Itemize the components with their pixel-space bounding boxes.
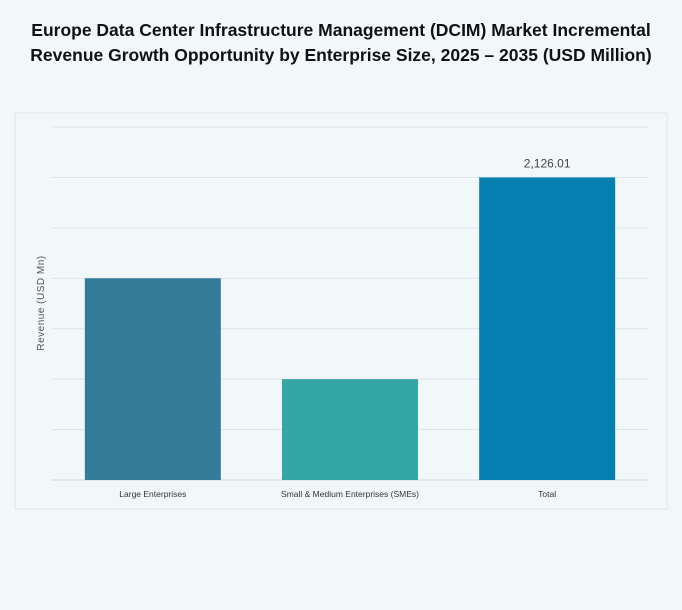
chart-title: Europe Data Center Infrastructure Manage…	[0, 18, 682, 68]
bars	[84, 177, 616, 480]
data-label: 2,126.01	[524, 156, 571, 170]
x-tick-label: Total	[538, 489, 556, 499]
bar-1	[282, 379, 418, 480]
bar-2	[479, 177, 616, 480]
x-tick-label: Large Enterprises	[119, 489, 186, 499]
title-line-2: Revenue Growth Opportunity by Enterprise…	[30, 45, 652, 65]
bar-0	[84, 278, 221, 480]
y-axis-label: Revenue (USD Mn)	[36, 255, 47, 350]
title-line-1: Europe Data Center Infrastructure Manage…	[31, 20, 651, 40]
labels: Large Enterprises Small & Medium Enterpri…	[119, 156, 571, 499]
x-tick-label: Small & Medium Enterprises (SMEs)	[281, 489, 419, 499]
